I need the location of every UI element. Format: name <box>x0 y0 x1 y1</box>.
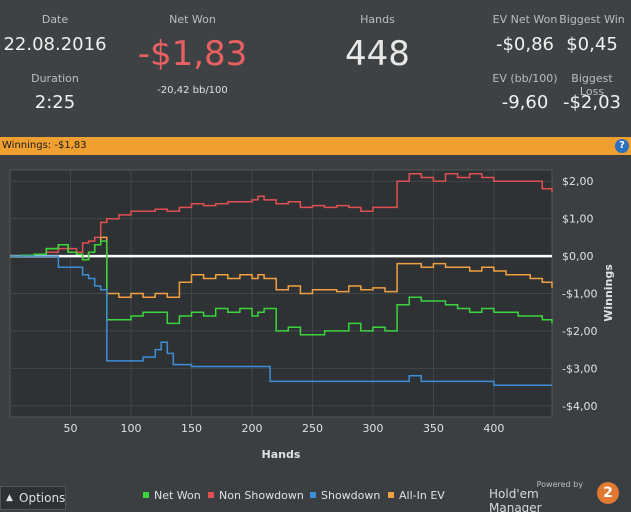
ev-net-won-label: EV Net Won <box>492 13 558 26</box>
brand-name: Hold'em Manager <box>489 487 542 512</box>
winnings-banner: Winnings: -$1,83 ? <box>0 137 631 155</box>
chevron-up-icon: ▲ <box>6 493 13 503</box>
legend-label-all-in-ev: All-In EV <box>399 489 445 502</box>
legend-label-net-won: Net Won <box>154 489 201 502</box>
duration-label: Duration <box>31 72 79 85</box>
date-value: 22.08.2016 <box>3 34 107 55</box>
net-won-bb: -20,42 bb/100 <box>157 85 228 96</box>
x-tick-label: 200 <box>241 422 262 435</box>
net-won-label: Net Won <box>169 13 216 26</box>
legend-swatch-all-in-ev <box>388 492 394 498</box>
x-tick-label: 100 <box>120 422 141 435</box>
stats-panel: Date 22.08.2016 Duration 2:25 Net Won -$… <box>0 0 631 137</box>
footer: ▲ Options Net Won Non Showdown Showdown … <box>0 480 631 512</box>
legend-swatch-net-won <box>143 492 149 498</box>
x-tick-label: 350 <box>423 422 444 435</box>
x-tick-label: 150 <box>181 422 202 435</box>
y-tick-label: $0,00 <box>562 250 594 263</box>
x-axis-label: Hands <box>262 448 301 461</box>
winnings-text: Winnings: -$1,83 <box>2 140 87 151</box>
winnings-chart: $2,00 $1,00 $0,00 -$1,00 -$2,00 -$3,00 -$4,00 5… <box>0 155 631 480</box>
biggest-loss-value: -$2,03 <box>562 92 622 113</box>
hem-logo-icon: 2 <box>597 482 619 504</box>
brand: Powered by Hold'em Manager 2 <box>489 480 619 512</box>
powered-by-text: Powered by <box>536 480 583 489</box>
y-axis-label: Winnings <box>602 264 615 322</box>
y-tick-label: -$3,00 <box>562 362 597 375</box>
duration-value: 2:25 <box>34 92 76 113</box>
date-label: Date <box>41 13 69 26</box>
options-label: Options <box>19 491 66 505</box>
net-won-value: -$1,83 <box>137 34 248 74</box>
legend-label-non-showdown: Non Showdown <box>219 489 304 502</box>
biggest-win-value: $0,45 <box>566 34 618 55</box>
legend-all-in-ev[interactable]: All-In EV <box>388 489 445 502</box>
options-button[interactable]: ▲ Options <box>0 486 66 510</box>
y-tick-label: $1,00 <box>562 213 594 226</box>
x-tick-label: 300 <box>362 422 383 435</box>
x-tick-label: 50 <box>63 422 77 435</box>
legend-showdown[interactable]: Showdown <box>310 489 380 502</box>
y-tick-label: -$2,00 <box>562 325 597 338</box>
x-tick-label: 400 <box>483 422 504 435</box>
legend-label-showdown: Showdown <box>321 489 381 502</box>
hands-value: 448 <box>345 34 410 74</box>
help-icon[interactable]: ? <box>615 139 629 153</box>
legend-swatch-showdown <box>310 492 316 498</box>
legend-net-won[interactable]: Net Won <box>143 489 201 502</box>
legend-swatch-non-showdown <box>208 492 214 498</box>
series-line-showdown <box>10 255 552 386</box>
x-tick-label: 250 <box>302 422 323 435</box>
y-tick-label: -$4,00 <box>562 400 597 413</box>
hands-label: Hands <box>360 13 395 26</box>
ev-net-won-value: -$0,86 <box>495 34 555 55</box>
biggest-loss-label: Biggest Loss <box>571 72 613 98</box>
y-tick-label: $2,00 <box>562 175 594 188</box>
ev-bb-value: -9,60 <box>501 92 549 113</box>
winnings-chart-svg: $2,00 $1,00 $0,00 -$1,00 -$2,00 -$3,00 -$4,00 5… <box>0 155 631 480</box>
ev-bb-label: EV (bb/100) <box>492 72 558 85</box>
y-tick-label: -$1,00 <box>562 288 597 301</box>
biggest-win-label: Biggest Win <box>559 13 625 26</box>
legend-non-showdown[interactable]: Non Showdown <box>208 489 304 502</box>
series-line-net-won <box>10 240 553 336</box>
series-line-non-showdown <box>10 172 553 257</box>
